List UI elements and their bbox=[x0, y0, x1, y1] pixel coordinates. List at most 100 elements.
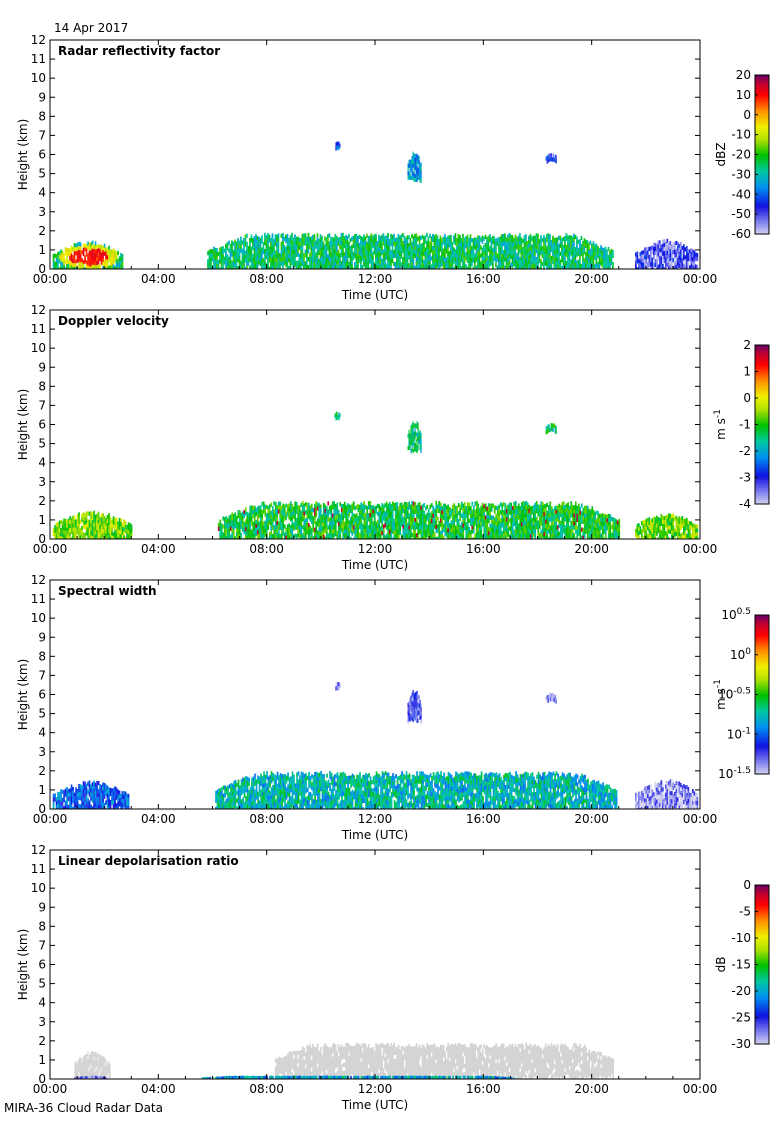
colorbar-swatch bbox=[755, 107, 769, 109]
colorbar-swatch bbox=[755, 494, 769, 496]
colorbar-swatch bbox=[755, 208, 769, 210]
x-tick-label: 20:00 bbox=[574, 272, 609, 286]
colorbar-tick-label: -1 bbox=[739, 418, 751, 432]
colorbar-swatch bbox=[755, 974, 769, 976]
colorbar-unit-exponent: -1 bbox=[713, 409, 723, 418]
colorbar-swatch bbox=[755, 669, 769, 671]
x-tick-label: 00:00 bbox=[33, 812, 68, 826]
colorbar-swatch bbox=[755, 196, 769, 198]
colorbar-swatch bbox=[755, 204, 769, 206]
footer-caption: MIRA-36 Cloud Radar Data bbox=[4, 1101, 163, 1115]
colorbar-swatch bbox=[755, 361, 769, 363]
colorbar-swatch bbox=[755, 178, 769, 180]
colorbar-tick-label: -3 bbox=[739, 471, 751, 485]
colorbar-tick-base: 0 bbox=[743, 391, 751, 405]
colorbar-swatch bbox=[755, 901, 769, 903]
colorbar-swatch bbox=[755, 933, 769, 935]
colorbar-tick-base: 10 bbox=[718, 767, 733, 781]
colorbar-swatch bbox=[755, 675, 769, 677]
y-tick-label: 1 bbox=[38, 243, 46, 257]
colorbar: 210-1-2-3-4m s-1 bbox=[713, 338, 769, 511]
colorbar-swatch bbox=[755, 750, 769, 752]
colorbar-swatch bbox=[755, 383, 769, 385]
colorbar-swatch bbox=[755, 129, 769, 131]
colorbar-tick-exponent: 0 bbox=[745, 647, 751, 657]
y-tick-label: 5 bbox=[38, 707, 46, 721]
colorbar-swatch bbox=[755, 998, 769, 1000]
plot-frame bbox=[50, 850, 700, 1079]
colorbar-tick-label: -40 bbox=[731, 187, 751, 201]
colorbar-swatch bbox=[755, 1010, 769, 1012]
colorbar-swatch bbox=[755, 1004, 769, 1006]
colorbar-swatch bbox=[755, 206, 769, 208]
colorbar-swatch bbox=[755, 379, 769, 381]
colorbar-swatch bbox=[755, 953, 769, 955]
colorbar-tick-label: 100.5 bbox=[721, 607, 751, 622]
colorbar-swatch bbox=[755, 706, 769, 708]
colorbar-swatch bbox=[755, 139, 769, 141]
colorbar-swatch bbox=[755, 357, 769, 359]
colorbar-swatch bbox=[755, 97, 769, 99]
colorbar-swatch bbox=[755, 369, 769, 371]
colorbar-tick-base: -15 bbox=[731, 958, 751, 972]
colorbar-swatch bbox=[755, 947, 769, 949]
y-tick-label: 12 bbox=[31, 843, 46, 857]
colorbar-tick-base: -3 bbox=[739, 471, 751, 485]
colorbar-swatch bbox=[755, 923, 769, 925]
colorbar-swatch bbox=[755, 724, 769, 726]
colorbar-swatch bbox=[755, 377, 769, 379]
colorbar-swatch bbox=[755, 905, 769, 907]
y-tick-label: 8 bbox=[38, 649, 46, 663]
colorbar-swatch bbox=[755, 677, 769, 679]
colorbar-swatch bbox=[755, 111, 769, 113]
colorbar-swatch bbox=[755, 698, 769, 700]
colorbar-swatch bbox=[755, 91, 769, 93]
colorbar-swatch bbox=[755, 109, 769, 111]
colorbar-swatch bbox=[755, 730, 769, 732]
colorbar-swatch bbox=[755, 428, 769, 430]
date-label: 14 Apr 2017 bbox=[54, 21, 128, 35]
plot-frame bbox=[50, 580, 700, 809]
colorbar-swatch bbox=[755, 685, 769, 687]
colorbar-label: dB bbox=[714, 957, 728, 973]
colorbar-swatch bbox=[755, 411, 769, 413]
y-tick-label: 2 bbox=[38, 224, 46, 238]
y-tick-label: 3 bbox=[38, 475, 46, 489]
x-tick-label: 00:00 bbox=[33, 272, 68, 286]
colorbar-swatch bbox=[755, 218, 769, 220]
y-tick-label: 6 bbox=[38, 418, 46, 432]
colorbar-swatch bbox=[755, 127, 769, 129]
colorbar-tick-base: -50 bbox=[731, 207, 751, 221]
colorbar-swatch bbox=[755, 83, 769, 85]
y-axis-label: Height (km) bbox=[16, 389, 30, 460]
colorbar-swatch bbox=[755, 659, 769, 661]
colorbar-swatch bbox=[755, 1008, 769, 1010]
colorbar-swatch bbox=[755, 182, 769, 184]
colorbar-swatch bbox=[755, 976, 769, 978]
colorbar-swatch bbox=[755, 210, 769, 212]
colorbar-swatch bbox=[755, 468, 769, 470]
colorbar-tick-label: 10-1 bbox=[727, 726, 751, 741]
colorbar-swatch bbox=[755, 480, 769, 482]
echo-late-low-cloud bbox=[635, 779, 698, 813]
colorbar-swatch bbox=[755, 466, 769, 468]
colorbar-swatch bbox=[755, 434, 769, 436]
colorbar-swatch bbox=[755, 149, 769, 151]
colorbar-tick-label: 100 bbox=[730, 647, 751, 662]
y-tick-label: 1 bbox=[38, 783, 46, 797]
colorbar-swatch bbox=[755, 141, 769, 143]
colorbar-swatch bbox=[755, 85, 769, 87]
colorbar-swatch bbox=[755, 704, 769, 706]
colorbar-swatch bbox=[755, 718, 769, 720]
colorbar-swatch bbox=[755, 913, 769, 915]
colorbar-tick-base: -30 bbox=[731, 1037, 751, 1051]
colorbar-swatch bbox=[755, 1030, 769, 1032]
y-tick-label: 3 bbox=[38, 1015, 46, 1029]
data-area bbox=[74, 1043, 614, 1082]
colorbar-unit-exponent: -1 bbox=[713, 679, 723, 688]
colorbar-swatch bbox=[755, 462, 769, 464]
colorbar-swatch bbox=[755, 484, 769, 486]
colorbar-swatch bbox=[755, 744, 769, 746]
